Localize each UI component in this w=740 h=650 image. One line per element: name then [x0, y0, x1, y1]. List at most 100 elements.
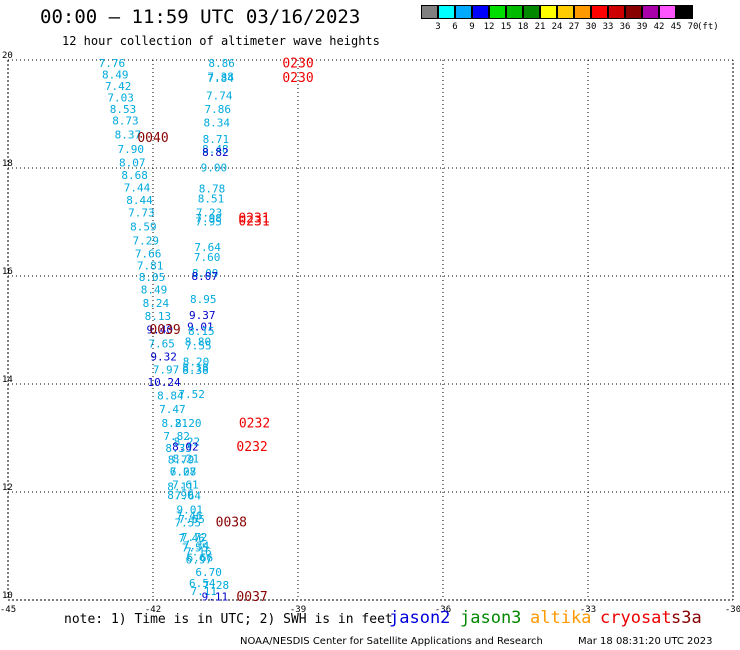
scale-label: 15	[500, 22, 512, 32]
scale-swatch	[557, 5, 574, 19]
wave-height-label: 7.47	[159, 403, 186, 416]
wave-height-label: 8.22	[174, 435, 201, 448]
scale-label: 24	[551, 22, 563, 32]
note-text: note: 1) Time is in UTC; 2) SWH is in fe…	[64, 612, 393, 627]
wave-height-label: 8.51	[198, 192, 225, 205]
wave-height-label: 8.05	[139, 271, 166, 284]
wave-height-label: 7.52	[178, 388, 205, 401]
wave-height-label: 8.90	[167, 489, 194, 502]
wave-height-label: 6.97	[186, 554, 213, 567]
wave-height-label: 7.61	[172, 479, 199, 492]
wave-height-label: 7.65	[148, 338, 175, 351]
scale-label: 30	[585, 22, 597, 32]
satellite-jason3: jason3	[460, 608, 522, 628]
wave-height-label: 7.08	[170, 466, 197, 479]
wave-height-label: 8.49	[102, 69, 129, 82]
wave-height-label: 7.38	[207, 70, 234, 83]
wave-height-label: 7.46	[178, 532, 205, 545]
wave-height-label: 7.55	[175, 516, 202, 529]
wave-height-label: 8.82	[202, 146, 229, 159]
wave-height-label: 7.28	[203, 579, 230, 592]
scale-swatch	[523, 5, 540, 19]
time-label: 0039	[149, 323, 180, 338]
scale-label: 6	[452, 22, 458, 32]
wave-height-label: 8.21	[173, 453, 200, 466]
wave-height-label: 8.18	[182, 361, 209, 374]
scale-label: 3	[435, 22, 441, 32]
scale-swatch	[472, 5, 489, 19]
time-label: 0232	[239, 416, 270, 431]
scale-label: 12	[483, 22, 495, 32]
wave-height-label: 8.80	[185, 335, 212, 348]
wave-height-label: 8.49	[141, 284, 168, 297]
scale-label: 9	[469, 22, 475, 32]
footer-credit: NOAA/NESDIS Center for Satellite Applica…	[240, 636, 543, 647]
y-tick-label: 10	[2, 591, 13, 601]
wave-height-label: 7.11	[191, 585, 218, 598]
wave-height-label: 8.71	[203, 133, 230, 146]
scale-swatch	[659, 5, 676, 19]
scale-label: 33	[602, 22, 614, 32]
chart-title: 00:00 — 11:59 UTC 03/16/2023	[40, 6, 361, 28]
wave-height-label: 8.07	[191, 270, 218, 283]
wave-height-label: 7.34	[183, 540, 210, 553]
wave-height-label: 7.98	[195, 212, 222, 225]
wave-height-label: 8.59	[130, 220, 157, 233]
wave-height-label: 8.15	[188, 325, 215, 338]
wave-height-label: 7.64	[175, 489, 202, 502]
footer-timestamp: Mar 18 08:31:20 UTC 2023	[578, 636, 713, 647]
scale-swatch	[642, 5, 659, 19]
wave-height-label: 7.44	[124, 182, 151, 195]
wave-height-label: 7.55	[182, 542, 209, 555]
scale-swatch	[489, 5, 506, 19]
wave-height-label: 8.44	[126, 194, 153, 207]
wave-height-label: 8.34	[204, 117, 231, 130]
wave-height-label: 6.70	[195, 566, 222, 579]
scale-label: 39	[636, 22, 648, 32]
wave-height-label: 7.23	[196, 206, 223, 219]
time-label: 0231	[238, 211, 269, 226]
tick-labels: -45 -42 -39 -36 -33 -30 20 18 16 14 12 10	[0, 51, 740, 615]
wave-height-label: 7.29	[133, 234, 160, 247]
wave-height-label: 9.01	[187, 320, 214, 333]
wave-height-label: 7.97	[153, 364, 180, 377]
wave-height-label: 7.66	[135, 247, 162, 260]
satellite-altika: altika	[530, 608, 592, 628]
wave-height-label: 7.95	[195, 216, 222, 229]
wave-height-label: 7.64	[194, 241, 221, 254]
wave-height-label: 9.00	[201, 162, 228, 175]
time-label: 0040	[137, 131, 168, 146]
scale-label: 18	[517, 22, 529, 32]
scale-label: 42	[653, 22, 665, 32]
wave-height-label: 7.60	[194, 251, 221, 264]
wave-height-label: 8.38	[182, 364, 209, 377]
wave-height-label: 8.79	[168, 454, 195, 467]
y-tick-label: 16	[2, 267, 13, 277]
wave-height-label: 9.11	[202, 590, 229, 603]
wave-height-label: 8.84	[157, 389, 184, 402]
y-tick-label: 12	[2, 483, 13, 493]
data-points: 7.768.497.427.038.538.738.377.908.078.68…	[99, 56, 314, 605]
time-label: 0230	[282, 56, 313, 71]
wave-height-label: 8.37	[115, 129, 142, 142]
wave-height-label: 8.20	[183, 355, 210, 368]
plot-frame	[7, 59, 734, 601]
scale-swatch	[506, 5, 523, 19]
satellite-jason2: jason2	[389, 608, 451, 628]
scale-swatch	[625, 5, 642, 19]
wave-height-label: 7.16	[185, 545, 212, 558]
wave-height-label: 8.73	[112, 115, 139, 128]
scale-swatch	[455, 5, 472, 19]
wave-height-label: 8.09	[192, 267, 219, 280]
scale-unit: (ft)	[697, 22, 719, 32]
satellite-cryosat: cryosat	[600, 608, 672, 628]
scale-swatch	[574, 5, 591, 19]
scale-swatch	[676, 5, 693, 19]
wave-height-label: 8.20	[175, 417, 202, 430]
grid-lines	[7, 59, 734, 601]
wave-height-label: 8.07	[119, 157, 146, 170]
time-label: 0037	[236, 590, 267, 605]
wave-height-label: 8.33	[165, 442, 192, 455]
scale-swatch	[421, 5, 438, 19]
